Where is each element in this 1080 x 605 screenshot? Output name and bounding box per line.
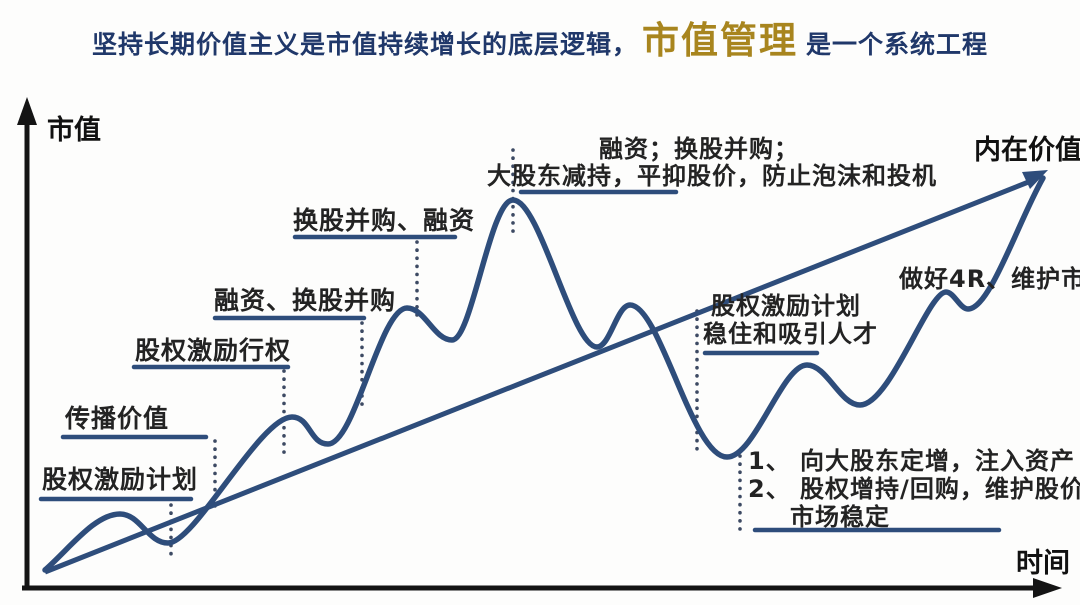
annotation-talent-line1: 股权激励计划 (711, 292, 861, 320)
y-axis-label: 市值 (47, 115, 101, 146)
annotation-spread-value: 传播价值 (65, 404, 170, 433)
annotation-talent-line2: 稳住和吸引人才 (703, 320, 878, 348)
title-part1: 坚持长期价值主义是市值持续增长的底层逻辑， (91, 30, 638, 59)
annotation-four-r: 做好4R、维护市值 (899, 265, 1080, 293)
annotation-swap-ma-financing: 换股并购、融资 (293, 206, 476, 235)
trend-line-label: 内在价值 (974, 135, 1080, 166)
annotation-equity-incentive-plan-left: 股权激励计划 (42, 465, 199, 494)
dotted-callout-lines (169, 148, 742, 559)
annotation-recovery-item2: 2、 股权增持/回购，维护股价和 (748, 475, 1080, 503)
market-value-curve (42, 175, 1046, 573)
y-axis-arrowhead (17, 97, 37, 125)
annotation-peak-line2: 大股东减持，平抑股价，防止泡沫和投机 (487, 162, 937, 190)
x-axis-label: 时间 (1016, 548, 1070, 579)
axes (22, 116, 1036, 591)
annotation-incentive-exercise: 股权激励行权 (135, 336, 292, 365)
x-axis-arrowhead (1033, 578, 1062, 598)
annotation-financing-swap-ma: 融资、换股并购 (214, 286, 397, 315)
annotation-recovery-item1: 1、 向大股东定增，注入资产 (748, 447, 1076, 475)
page-title: 坚持长期价值主义是市值持续增长的底层逻辑， 市值管理 是一个系统工程 (0, 10, 1080, 64)
title-part2: 是一个系统工程 (806, 30, 989, 59)
annotation-underlines (38, 189, 1002, 533)
trend-arrowhead (1022, 170, 1048, 189)
annotation-recovery-item2-cont: 市场稳定 (790, 503, 890, 531)
title-highlight: 市值管理 (642, 19, 798, 62)
annotation-peak-line1: 融资；换股并购； (599, 135, 799, 163)
